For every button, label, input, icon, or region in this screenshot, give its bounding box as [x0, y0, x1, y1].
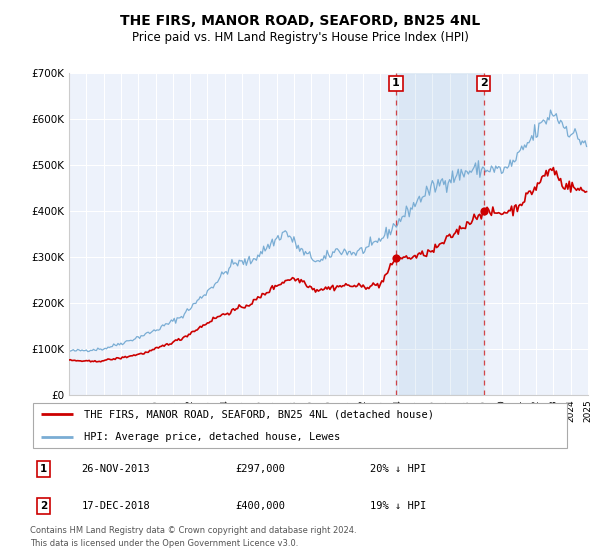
Text: 17-DEC-2018: 17-DEC-2018 — [82, 501, 150, 511]
Text: THE FIRS, MANOR ROAD, SEAFORD, BN25 4NL (detached house): THE FIRS, MANOR ROAD, SEAFORD, BN25 4NL … — [84, 409, 434, 419]
Text: This data is licensed under the Open Government Licence v3.0.: This data is licensed under the Open Gov… — [30, 539, 298, 548]
Text: HPI: Average price, detached house, Lewes: HPI: Average price, detached house, Lewe… — [84, 432, 340, 442]
Text: 2: 2 — [479, 78, 487, 88]
Text: £297,000: £297,000 — [235, 464, 285, 474]
FancyBboxPatch shape — [33, 403, 568, 448]
Text: THE FIRS, MANOR ROAD, SEAFORD, BN25 4NL: THE FIRS, MANOR ROAD, SEAFORD, BN25 4NL — [120, 14, 480, 28]
Text: 1: 1 — [392, 78, 400, 88]
Point — [391, 254, 401, 263]
Text: Price paid vs. HM Land Registry's House Price Index (HPI): Price paid vs. HM Land Registry's House … — [131, 31, 469, 44]
Text: Contains HM Land Registry data © Crown copyright and database right 2024.: Contains HM Land Registry data © Crown c… — [30, 526, 356, 535]
Text: 19% ↓ HPI: 19% ↓ HPI — [370, 501, 427, 511]
Text: 2: 2 — [40, 501, 47, 511]
Point — [479, 206, 488, 215]
Text: 20% ↓ HPI: 20% ↓ HPI — [370, 464, 427, 474]
Text: £400,000: £400,000 — [235, 501, 285, 511]
Text: 26-NOV-2013: 26-NOV-2013 — [82, 464, 150, 474]
Text: 1: 1 — [40, 464, 47, 474]
Bar — [396, 73, 484, 395]
